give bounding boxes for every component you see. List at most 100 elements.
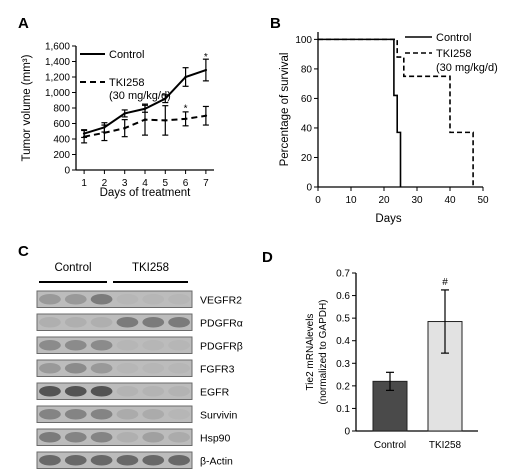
y-tick-label: 400 <box>53 135 70 146</box>
x-tick-label: 6 <box>183 178 189 189</box>
x-tick-label: 50 <box>477 195 489 206</box>
significance-marker: * <box>204 52 208 63</box>
y-tick-label: 0.2 <box>336 381 350 392</box>
y-tick-label: 0.4 <box>336 336 350 347</box>
error-bar <box>441 289 449 354</box>
panel-letter-b: B <box>270 15 281 32</box>
blot-label: β-Actin <box>200 455 233 467</box>
data-point <box>123 126 126 130</box>
x-tick-label: 30 <box>411 195 423 206</box>
panel-c: C Control TKI258 VEGFR2 PDGFRα PDGFRβ FGFR3 EGF… <box>18 243 243 469</box>
data-point <box>123 112 126 115</box>
blot-band <box>168 454 190 466</box>
x-tick-label: 4 <box>142 178 148 189</box>
y-tick-label: 1,600 <box>45 42 70 53</box>
data-point <box>82 135 86 138</box>
y-tick-label: 1,000 <box>45 88 70 99</box>
blot-band <box>39 431 61 443</box>
blot-band <box>90 408 113 420</box>
y-tick-label: 600 <box>53 119 70 130</box>
y-tick-label: 200 <box>53 150 70 161</box>
legend: Control TKI258(30 mg/kg/d) <box>80 49 171 102</box>
panel-d: D 0 0.1 0.2 0.3 0.4 0.5 0.6 0.7 Control TKI258 # Tie… <box>262 249 478 451</box>
blot-band <box>90 339 113 351</box>
blot-band <box>142 431 165 443</box>
blot-band <box>168 293 190 305</box>
blot-band <box>64 316 87 328</box>
data-point <box>184 75 187 79</box>
blot-band <box>64 385 87 397</box>
blot-band <box>39 293 61 305</box>
data-point <box>204 68 208 72</box>
blot-band <box>116 431 139 443</box>
blot-label: EGFR <box>200 386 230 398</box>
y-axis-label: Percentage of survival <box>279 53 291 167</box>
blot-band <box>142 454 165 466</box>
legend: Control TKI258 (30 mg/kg/d) <box>405 32 498 74</box>
x-tick-label: 20 <box>378 195 390 206</box>
blot-band <box>116 339 139 351</box>
y-tick-label: 0 <box>64 166 70 177</box>
data-point <box>103 131 106 134</box>
blot-band <box>168 316 190 328</box>
y-tick-label: 0 <box>344 427 350 438</box>
blot-band <box>90 385 113 397</box>
blot-band <box>90 362 113 374</box>
blot-band <box>116 362 139 374</box>
blot-band <box>168 362 190 374</box>
y-tick-label: 20 <box>301 153 313 164</box>
legend-label-control: Control <box>436 32 471 44</box>
panel-letter-a: A <box>18 15 29 32</box>
legend-label-tki258-dose: (30 mg/kg/d) <box>436 62 498 74</box>
x-tick-label: 10 <box>345 195 357 206</box>
blot-band <box>64 431 87 443</box>
blot-row: Survivin <box>36 405 238 423</box>
x-tick-label: 40 <box>444 195 456 206</box>
blot-row: β-Actin <box>36 451 233 469</box>
y-tick-label: 0.3 <box>336 359 350 370</box>
y-tick-label: 0.7 <box>336 269 350 280</box>
blot-row: PDGFRβ <box>36 336 243 354</box>
x-axis-label: Days <box>375 213 401 225</box>
blot-band <box>142 339 165 351</box>
legend-label-tki258-dose: (30 mg/kg/d) <box>109 90 171 102</box>
x-tick-label: 5 <box>163 178 169 189</box>
blot-band <box>168 408 190 420</box>
legend-label-tki258: TKI258 <box>436 48 471 60</box>
x-tick-label: 0 <box>315 195 321 206</box>
panel-b: B 0 20 40 60 80 100 0 10 20 30 40 50 Days Percentage o… <box>270 15 498 225</box>
blot-band <box>142 385 165 397</box>
y-tick-label: 800 <box>53 104 70 115</box>
blot-band <box>64 454 87 466</box>
series-tki258 <box>81 103 209 144</box>
panel-letter-d: D <box>262 249 273 266</box>
blot-label: PDGFRα <box>200 317 243 329</box>
blot-label: VEGFR2 <box>200 294 242 306</box>
blot-band <box>142 293 165 305</box>
data-point <box>164 119 167 122</box>
blot-row: PDGFRα <box>36 313 243 331</box>
blot-band <box>116 385 139 397</box>
panel-a: A 0 200 400 600 800 1,000 1,200 1,400 1,600 1 2 3 4 5 6… <box>18 15 214 199</box>
blot-label: PDGFRβ <box>200 340 243 352</box>
blot-band <box>168 431 190 443</box>
blot-band <box>90 454 113 466</box>
y-axis-label-normalization: (normalized to GAPDH) <box>318 299 329 404</box>
blot-label: Survivin <box>200 409 238 421</box>
blot-band <box>39 339 61 351</box>
blot-band <box>168 339 190 351</box>
significance-marker: # <box>442 277 448 288</box>
y-tick-label: 0 <box>306 183 312 194</box>
y-tick-label: 1,200 <box>45 73 70 84</box>
blot-band <box>142 362 165 374</box>
group-label-tki258: TKI258 <box>132 262 169 274</box>
data-point <box>204 114 208 117</box>
legend-label-control: Control <box>109 49 144 61</box>
legend-label-tki258: TKI258 <box>109 77 144 89</box>
blot-band <box>142 408 165 420</box>
blot-row: EGFR <box>36 382 230 400</box>
blot-band <box>64 408 87 420</box>
y-tick-label: 1,400 <box>45 57 70 68</box>
y-tick-label: 40 <box>301 123 313 134</box>
